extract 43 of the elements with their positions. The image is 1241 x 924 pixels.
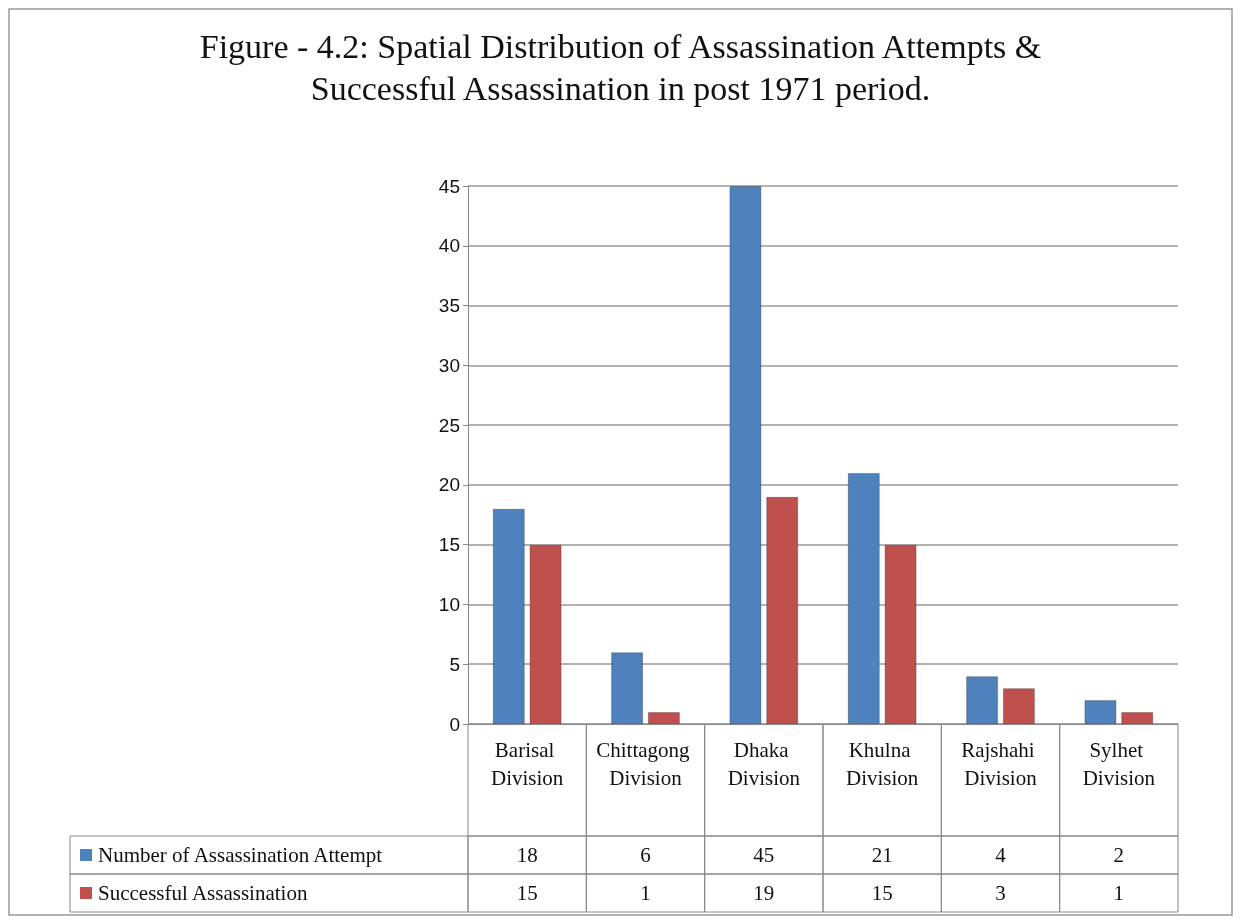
x-tick-label: Rajshahi Division <box>961 738 1040 790</box>
bar <box>884 544 917 724</box>
bar <box>529 544 562 724</box>
y-tick-label: 45 <box>438 175 460 197</box>
x-tick-label: Dhaka Division <box>727 738 801 790</box>
x-tick-label: Khulna Division <box>845 738 919 790</box>
data-label: 4 <box>995 843 1007 867</box>
data-label: 19 <box>753 881 775 905</box>
y-tick-label: 10 <box>438 593 460 615</box>
bar <box>966 676 999 724</box>
y-tick-label: 0 <box>449 713 460 735</box>
y-tick-label: 40 <box>438 235 460 257</box>
y-tick-label: 30 <box>438 354 460 376</box>
legend-label: Successful Assassination <box>98 881 308 905</box>
data-label: 1 <box>640 881 651 905</box>
y-tick-label: 20 <box>438 474 460 496</box>
bar <box>1084 700 1117 724</box>
bar <box>766 496 799 724</box>
legend-label: Number of Assassination Attempt <box>98 843 383 867</box>
y-tick-label: 5 <box>449 653 460 675</box>
data-label: 21 <box>871 843 893 867</box>
bar <box>1121 712 1154 724</box>
chart-title: Figure - 4.2: Spatial Distribution of Assassination Attempts & Successful Assassination in post 1971 period. <box>199 27 1042 107</box>
data-label: 45 <box>753 843 775 867</box>
data-label: 3 <box>995 881 1006 905</box>
data-label: 1 <box>1113 881 1125 905</box>
y-tick-label: 25 <box>438 414 460 436</box>
bar <box>847 472 880 724</box>
bar <box>492 508 525 724</box>
data-label: 15 <box>516 881 538 905</box>
bar <box>647 712 680 724</box>
data-label: 2 <box>1113 843 1125 867</box>
bar <box>729 186 762 724</box>
bar <box>1002 688 1035 724</box>
y-tick-label: 15 <box>438 534 460 556</box>
data-label: 6 <box>640 843 651 867</box>
x-tick-label: Sylhet Division <box>1082 738 1156 790</box>
data-label: 15 <box>871 881 893 905</box>
x-tick-label: Chittagong Division <box>596 738 695 790</box>
data-label: 18 <box>516 843 538 867</box>
bar <box>611 652 644 724</box>
y-tick-label: 35 <box>438 295 460 317</box>
x-tick-label: Barisal Division <box>490 738 564 790</box>
